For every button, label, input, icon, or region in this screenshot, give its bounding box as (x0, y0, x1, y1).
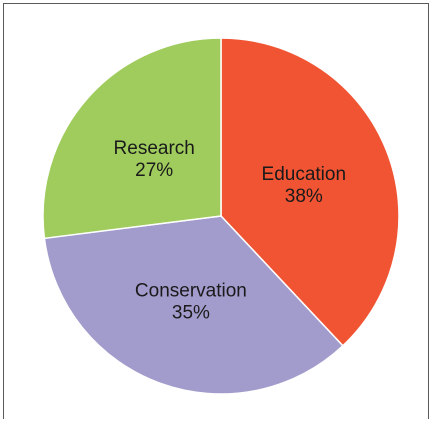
slice-value-research: 27% (135, 160, 173, 181)
slice-value-conservation: 35% (172, 303, 210, 324)
slice-label-education: Education (262, 164, 347, 185)
slice-value-education: 38% (285, 186, 323, 207)
pie-slice-research (42, 37, 222, 240)
slice-label-research: Research (114, 138, 195, 159)
pie-slice-conservation (43, 215, 344, 395)
slice-label-conservation: Conservation (135, 281, 247, 302)
pie-slices (42, 37, 400, 395)
pie-slice-education (220, 37, 400, 347)
